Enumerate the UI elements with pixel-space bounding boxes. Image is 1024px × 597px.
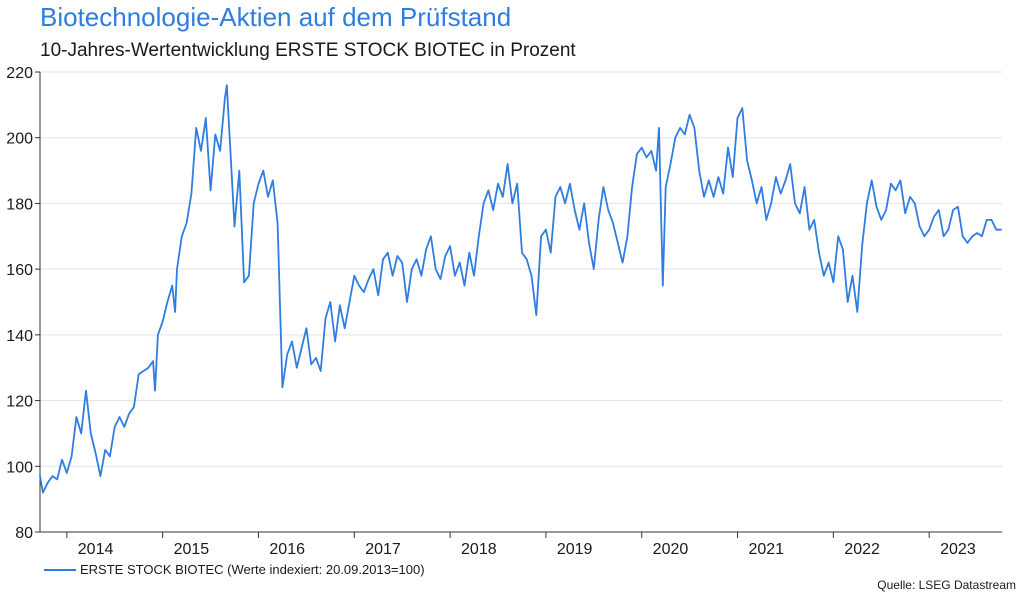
series-line-0 bbox=[39, 84, 1002, 494]
y-tick-label: 160 bbox=[6, 262, 33, 279]
legend-swatch bbox=[44, 568, 76, 571]
y-axis-ticks: 80 100 120 140 160 180 200 220 bbox=[6, 65, 40, 542]
y-tick-label: 180 bbox=[6, 196, 33, 213]
y-tick-label: 140 bbox=[6, 328, 33, 345]
legend: ERSTE STOCK BIOTEC (Werte indexiert: 20.… bbox=[44, 562, 425, 577]
x-tick-label: 2022 bbox=[844, 541, 880, 558]
x-axis-ticks: 2014 2015 2016 2017 2018 2019 2020 2021 2022 2023 bbox=[66, 532, 976, 558]
x-tick-label: 2020 bbox=[653, 541, 689, 558]
x-tick-label: 2017 bbox=[365, 541, 401, 558]
legend-label: ERSTE STOCK BIOTEC (Werte indexiert: 20.… bbox=[80, 562, 425, 577]
x-tick-label: 2021 bbox=[748, 541, 784, 558]
axes bbox=[39, 72, 1002, 533]
series-group bbox=[39, 84, 1002, 494]
y-tick-label: 200 bbox=[6, 131, 33, 148]
x-tick-label: 2019 bbox=[557, 541, 593, 558]
x-tick-label: 2023 bbox=[940, 541, 976, 558]
y-tick-label: 220 bbox=[6, 65, 33, 82]
y-tick-label: 80 bbox=[15, 525, 33, 542]
chart-subtitle: 10-Jahres-Wertentwicklung ERSTE STOCK BI… bbox=[40, 40, 576, 61]
source-note: Quelle: LSEG Datastream bbox=[877, 578, 1016, 592]
grid-lines bbox=[40, 71, 1002, 467]
chart-title: Biotechnologie-Aktien auf dem Prüfstand bbox=[40, 2, 512, 32]
x-tick-label: 2016 bbox=[269, 541, 305, 558]
y-tick-label: 120 bbox=[6, 394, 33, 411]
x-tick-label: 2018 bbox=[461, 541, 497, 558]
x-tick-label: 2014 bbox=[78, 541, 114, 558]
x-tick-label: 2015 bbox=[174, 541, 210, 558]
y-tick-label: 100 bbox=[6, 459, 33, 476]
